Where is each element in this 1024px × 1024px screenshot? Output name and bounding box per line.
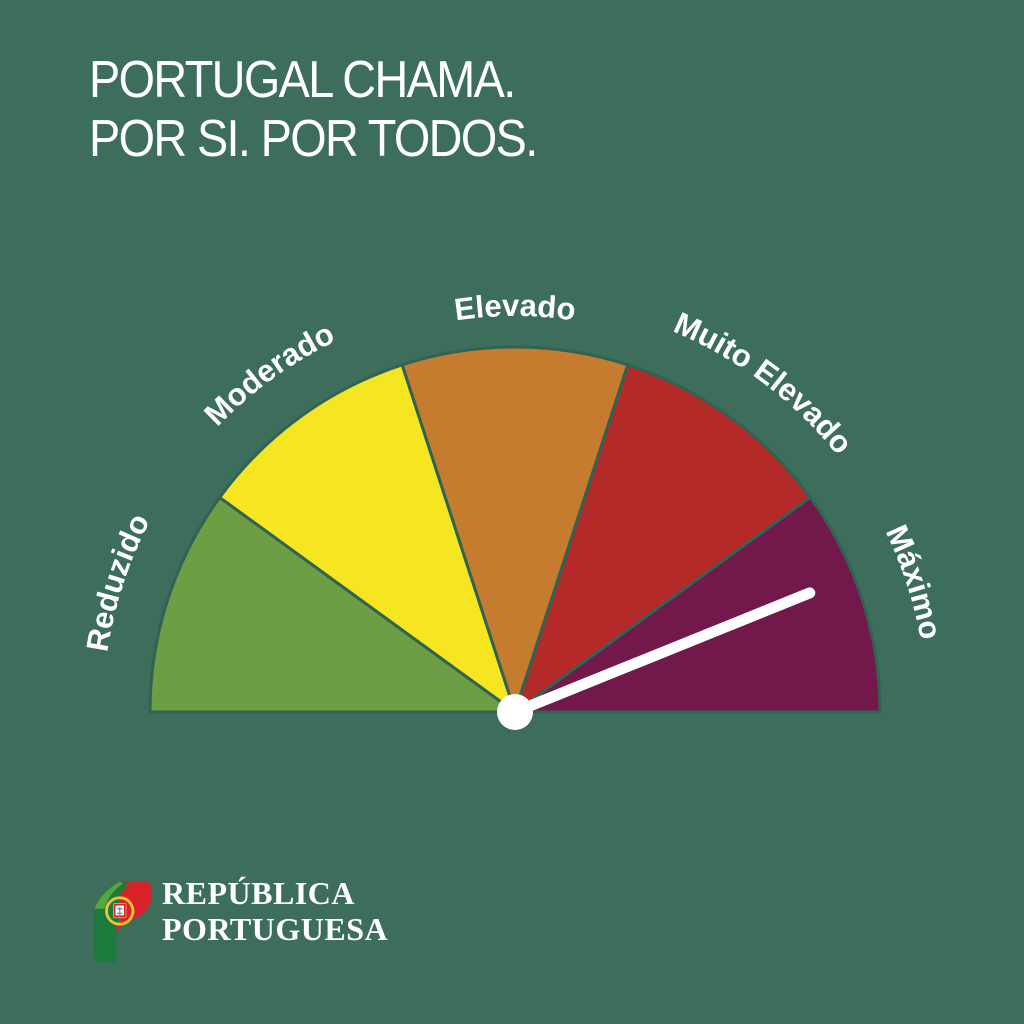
svg-text:Reduzido: Reduzido — [80, 508, 157, 654]
svg-text:Elevado: Elevado — [452, 288, 578, 327]
svg-text:Máximo: Máximo — [879, 520, 948, 642]
